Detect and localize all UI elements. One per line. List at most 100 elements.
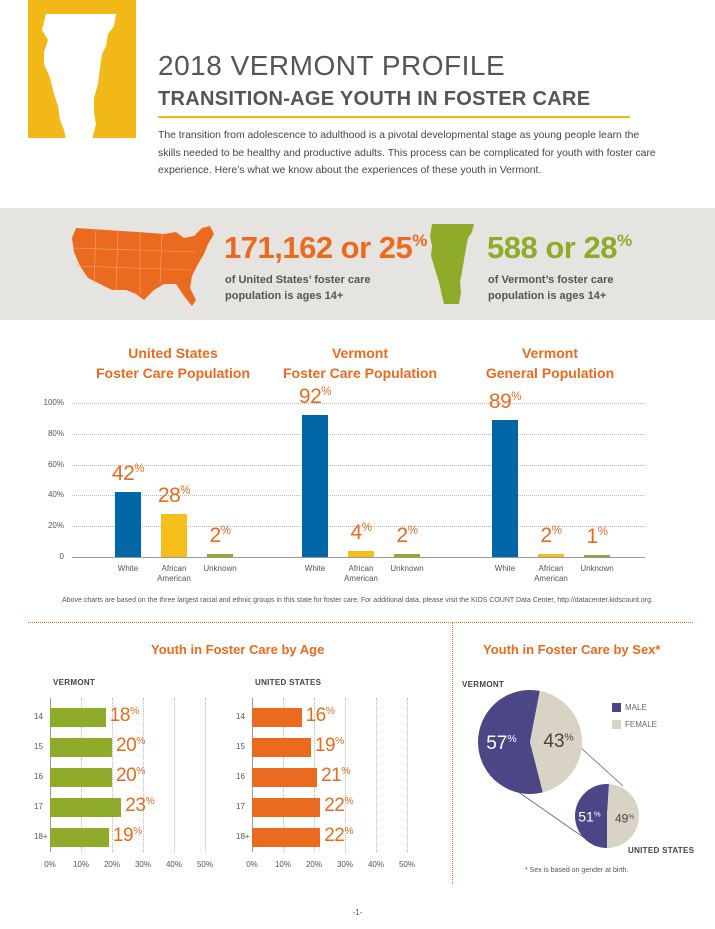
age-x-tick-label: 10%	[274, 860, 291, 869]
age-x-tick-label: 50%	[398, 860, 415, 869]
age-bar-value: 19%	[314, 735, 344, 756]
age-x-tick-label: 40%	[367, 860, 384, 869]
y-tick-label: 100%	[43, 398, 64, 407]
age-bar	[50, 828, 109, 847]
age-category-label: 17	[34, 802, 43, 811]
chart-title-vt-general: Vermont General Population	[485, 345, 615, 381]
sex-chart-vermont-label: VERMONT	[462, 680, 505, 689]
y-tick-label: 20%	[47, 521, 64, 531]
age-bar	[252, 828, 321, 847]
age-x-tick-label: 30%	[134, 860, 151, 869]
race-category-label: Unknown	[390, 564, 424, 573]
race-bar-value: 2%	[396, 523, 418, 547]
page-number: -1-	[352, 908, 363, 917]
legend-female-label: FEMALE	[625, 720, 658, 729]
race-bar-value: 4%	[350, 520, 372, 544]
pie-slice-female	[530, 690, 582, 793]
age-bar	[50, 768, 112, 787]
age-bar-value: 22%	[324, 795, 354, 816]
age-bar-value: 23%	[125, 795, 155, 816]
y-tick-label: 60%	[47, 459, 64, 469]
vermont-map-icon	[42, 14, 116, 140]
us-stat-number: 171,162 or 25%	[224, 230, 427, 265]
age-chart-us-label: UNITED STATES	[255, 678, 322, 687]
race-category-label: Unknown	[203, 564, 237, 573]
gridline	[72, 464, 645, 466]
age-category-label: 14	[236, 712, 245, 721]
race-bar	[302, 415, 328, 557]
race-bar	[584, 555, 610, 557]
pie-slice-male	[478, 690, 543, 794]
chart-title-us-foster: United States Foster Care Population	[95, 345, 251, 381]
us-stat-caption: of United States’ foster care population…	[225, 274, 371, 302]
y-tick-label: 40%	[47, 490, 64, 500]
age-x-tick-label: 40%	[165, 860, 182, 869]
race-category-label: Unknown	[580, 564, 614, 573]
race-bar	[115, 492, 141, 557]
us-map-icon	[72, 226, 214, 306]
age-bar-value: 18%	[109, 705, 139, 726]
age-bar-value: 16%	[305, 705, 335, 726]
age-category-label: 16	[34, 772, 43, 781]
gridline	[72, 526, 645, 528]
age-gridline	[112, 698, 113, 852]
age-x-tick-label: 0%	[246, 860, 258, 869]
age-chart-vermont-label: VERMONT	[53, 678, 96, 687]
race-bar-value: 2%	[209, 523, 231, 547]
vt-stat-caption: of Vermont’s foster care population is a…	[488, 274, 614, 302]
age-x-tick-label: 0%	[44, 860, 56, 869]
age-category-label: 17	[236, 802, 245, 811]
race-bar-value: 89%	[488, 389, 522, 413]
legend-male-swatch	[612, 703, 621, 712]
legend-male-label: MALE	[625, 703, 647, 712]
race-bar-value: 92%	[298, 385, 332, 409]
age-x-tick-label: 20%	[103, 860, 120, 869]
gridline	[72, 433, 645, 435]
race-category-label: African American	[534, 564, 568, 583]
intro-paragraph: The transition from adolescence to adult…	[158, 130, 656, 176]
race-chart-note: Above charts are based on the three larg…	[62, 597, 653, 604]
vermont-map-green-icon	[430, 224, 474, 304]
age-x-tick-label: 30%	[336, 860, 353, 869]
race-bar	[161, 513, 187, 557]
age-x-tick-label: 50%	[196, 860, 213, 869]
race-bar	[538, 553, 564, 557]
age-bar	[50, 798, 122, 817]
age-gridline	[407, 698, 408, 852]
page-subtitle: TRANSITION-AGE YOUTH IN FOSTER CARE	[158, 88, 591, 110]
sex-chart-us-label: UNITED STATES	[628, 846, 695, 855]
chart-title-vt-foster: Vermont Foster Care Population	[282, 345, 438, 381]
age-x-tick-label: 20%	[305, 860, 322, 869]
age-category-label: 15	[236, 742, 245, 751]
gridline	[72, 495, 645, 497]
age-category-label: 18+	[34, 832, 48, 841]
race-bar-value: 1%	[586, 525, 608, 549]
section-divider-vertical	[452, 622, 453, 884]
y-tick-label: 0	[59, 552, 64, 561]
age-chart-title: Youth in Foster Care by Age	[151, 642, 325, 657]
section-divider	[28, 622, 693, 623]
age-bar	[252, 798, 321, 817]
age-bar	[50, 738, 112, 757]
pie-slice-female	[607, 784, 639, 848]
race-category-label: White	[494, 564, 516, 573]
sex-footnote: * Sex is based on gender at birth.	[525, 867, 629, 874]
pie-connector-line	[579, 746, 624, 787]
age-bar	[50, 708, 106, 727]
age-bar-value: 22%	[324, 825, 354, 846]
age-bar	[252, 738, 311, 757]
age-category-label: 16	[236, 772, 245, 781]
race-bar	[492, 419, 518, 557]
age-bar-value: 21%	[321, 765, 351, 786]
age-category-label: 14	[34, 712, 43, 721]
age-category-label: 18+	[236, 832, 250, 841]
age-gridline	[345, 698, 346, 852]
age-gridline	[174, 698, 175, 852]
race-bar-chart: 100% 80% 60% 40% 20% 0 42% White 28% African Ameri…	[43, 385, 645, 583]
age-bar-charts: 0% 10% 20% 30% 40% 50% 14 18% 15 20% 16 20% 17 23% 18+…	[34, 698, 415, 869]
race-bar	[348, 550, 374, 557]
gridline	[72, 557, 645, 558]
race-bar-value: 2%	[540, 523, 562, 547]
page-title: 2018 VERMONT PROFILE	[158, 50, 506, 81]
age-bar-value: 20%	[116, 735, 145, 756]
